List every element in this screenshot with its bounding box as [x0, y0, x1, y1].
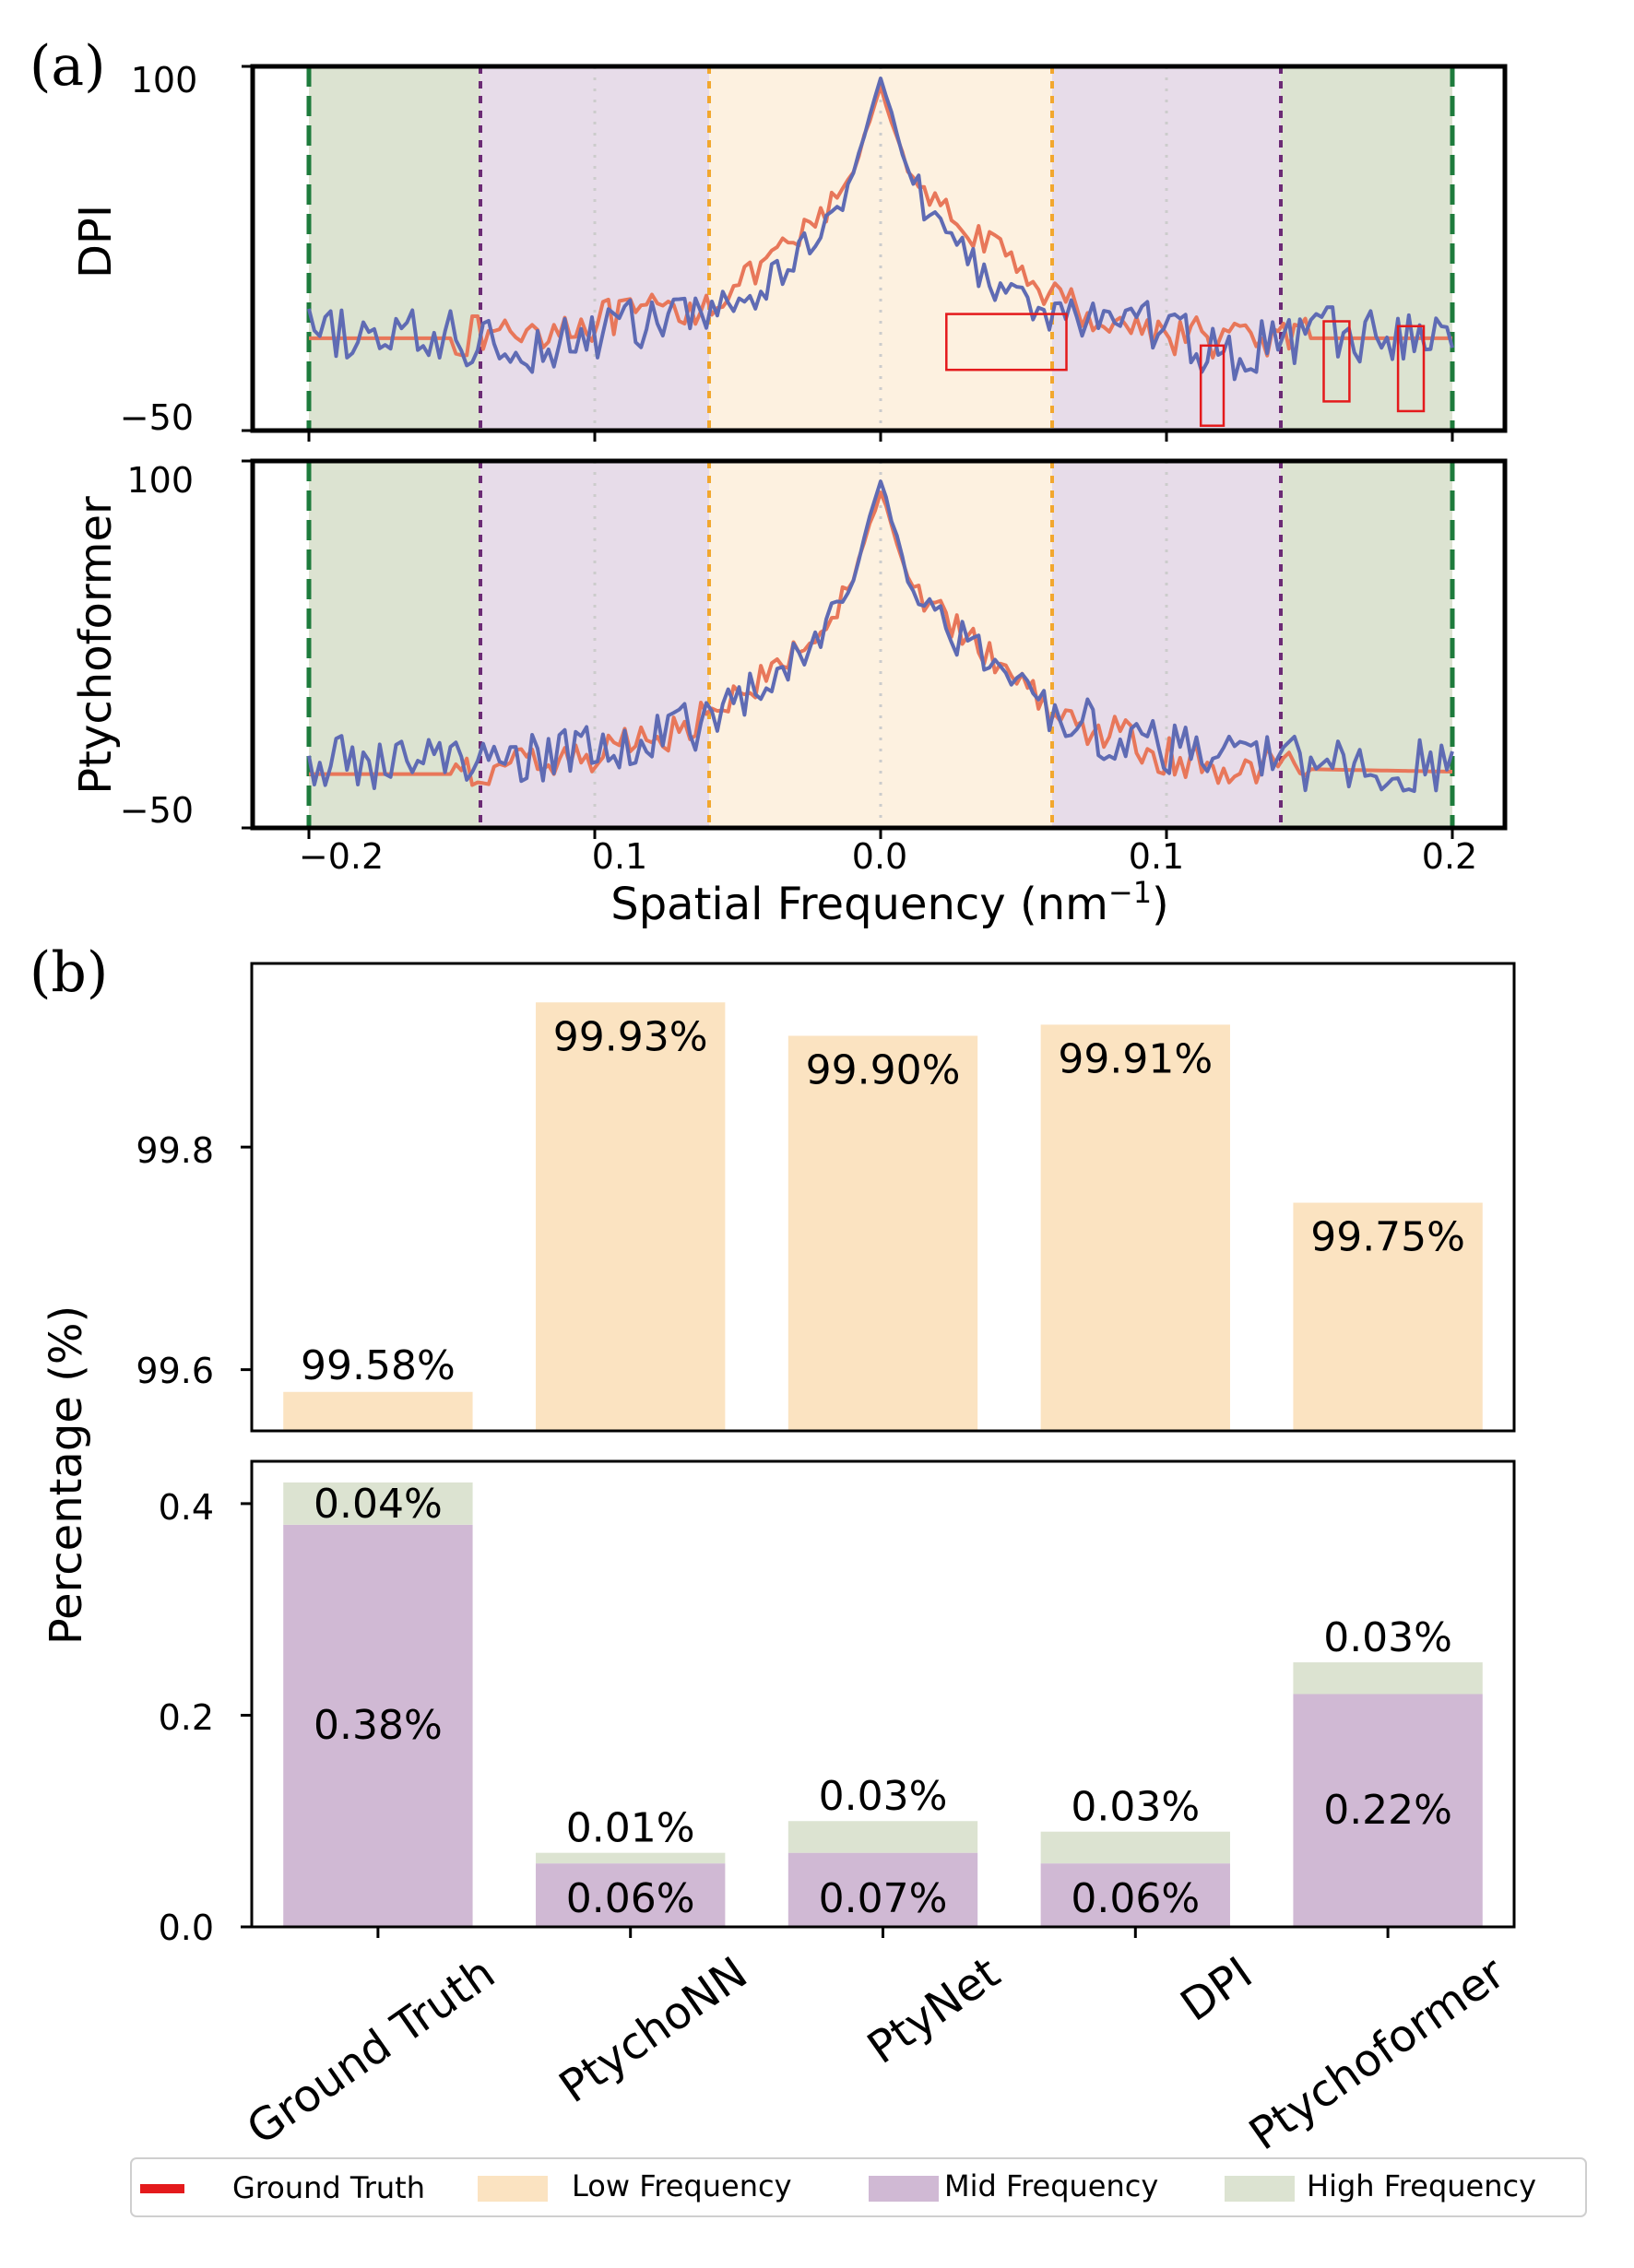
legend-low-frequency-swatch	[478, 2176, 548, 2202]
bar-label-low-ground-truth: 99.58%	[301, 1342, 456, 1389]
bar-label-low-ptychonn: 99.93%	[553, 1013, 708, 1060]
bar-low-ptychonn	[536, 1002, 726, 1431]
band-high-left	[309, 66, 480, 431]
bar-label-high-ptynet: 0.03%	[819, 1773, 948, 1820]
bar-high-ptychonn	[536, 1852, 726, 1864]
legend-ground-truth-label: Ground Truth	[232, 2170, 425, 2205]
bar-low-ptynet	[787, 1035, 978, 1431]
bar-high-dpi	[1040, 1831, 1230, 1864]
a-bot-ytick-minus50: −50	[120, 790, 194, 831]
bar-label-mid-ptynet: 0.07%	[819, 1875, 948, 1922]
a-xlabel-main: Spatial Frequency (nm	[610, 879, 1108, 930]
bar-label-low-dpi: 99.91%	[1058, 1035, 1213, 1082]
series-line-ground-truth	[309, 84, 1452, 360]
series-line-ptychoformer	[307, 479, 1454, 794]
panel-b-label: (b)	[30, 940, 108, 1005]
bar-plot-mid-high-frequency: 0.38% 0.04% 0.06% 0.01% 0.07% 0.03% 0.06% 0.03%…	[241, 1459, 1516, 1938]
bar-plot-low-frequency: 99.58% 99.93% 99.90% 99.91% 99.75%	[241, 962, 1516, 1433]
bar-low-ptychoformer	[1293, 1202, 1483, 1431]
a-bot-ytick-100: 100	[126, 460, 194, 501]
axes-frame-top	[250, 962, 1516, 1433]
bar-mid-ptynet	[787, 1852, 978, 1927]
b-bot-ytick-00: 0.0	[159, 1908, 214, 1948]
bar-label-high-dpi: 0.03%	[1071, 1784, 1200, 1831]
highlight-box-3	[1396, 325, 1426, 413]
legend: Ground Truth Low Frequency Mid Frequency…	[130, 2157, 1587, 2217]
legend-low-frequency-label: Low Frequency	[572, 2168, 792, 2203]
bar-high-ground-truth	[283, 1482, 473, 1525]
bar-category-labels: Ground Truth PtychoNN PtyNet DPIPtychoforme…	[238, 1947, 1514, 2161]
a-xtick-neg01: 0.1	[592, 836, 647, 877]
bar-high-ptynet	[787, 1821, 978, 1853]
category-label-ground-truth: Ground Truth	[238, 1947, 504, 2156]
band-low	[709, 461, 1052, 828]
band-low	[709, 66, 1052, 431]
spectrum-plot-dpi	[242, 64, 1508, 442]
a-xtick-02: 0.2	[1422, 836, 1477, 877]
bar-mid-ptychoformer	[1293, 1694, 1483, 1927]
series-line-dpi	[307, 77, 1454, 382]
a-xtick-00: 0.0	[852, 836, 907, 877]
legend-frame	[130, 2157, 1587, 2217]
highlight-box-2	[1322, 320, 1351, 403]
a-bot-ylabel: Ptychoformer	[70, 496, 122, 795]
band-mid-right	[1052, 66, 1281, 431]
b-bot-ytick-04: 0.4	[159, 1487, 214, 1528]
a-top-ylabel: DPI	[70, 205, 122, 278]
a-xtick-neg02: −0.2	[299, 836, 384, 877]
b-bot-ytick-02: 0.2	[159, 1697, 214, 1738]
highlight-box-1	[1199, 344, 1226, 427]
bar-label-low-ptynet: 99.90%	[806, 1046, 961, 1093]
axes-frame	[250, 458, 1508, 831]
axes-frame	[250, 64, 1508, 433]
panel-a-label: (a)	[30, 34, 106, 99]
category-label-ptychoformer: Ptychoformer	[1240, 1947, 1514, 2161]
a-top-ytick-minus50: −50	[120, 397, 194, 438]
a-xlabel: Spatial Frequency (nm−1)	[610, 875, 1169, 930]
b-top-ytick-996: 99.6	[136, 1351, 214, 1391]
bar-high-ptychoformer	[1293, 1662, 1483, 1695]
b-top-ytick-998: 99.8	[136, 1130, 214, 1171]
bar-label-mid-ptychonn: 0.06%	[566, 1875, 695, 1922]
spectrum-plot-ptychoformer	[242, 458, 1508, 839]
b-ylabel: Percentage (%)	[41, 1305, 92, 1645]
legend-ground-truth-swatch	[140, 2184, 184, 2193]
legend-high-frequency-swatch	[1225, 2176, 1295, 2202]
bar-label-high-ptychonn: 0.01%	[566, 1805, 695, 1852]
bar-mid-ground-truth	[283, 1524, 473, 1927]
legend-high-frequency-label: High Frequency	[1307, 2168, 1536, 2203]
bar-mid-dpi	[1040, 1863, 1230, 1927]
category-label-ptychonn: PtychoNN	[551, 1947, 757, 2113]
bar-label-mid-ground-truth: 0.38%	[314, 1702, 443, 1749]
legend-mid-frequency-label: Mid Frequency	[944, 2168, 1158, 2203]
a-xlabel-end: )	[1152, 879, 1169, 930]
bar-label-high-ptychoformer: 0.03%	[1323, 1614, 1452, 1661]
bar-low-ground-truth	[283, 1391, 473, 1431]
band-high-right	[1281, 66, 1452, 431]
legend-mid-frequency-swatch	[869, 2176, 939, 2202]
bar-mid-ptychonn	[536, 1863, 726, 1927]
category-label-dpi: DPI	[1171, 1947, 1261, 2032]
band-high-left	[309, 461, 480, 828]
bar-label-high-ground-truth: 0.04%	[314, 1481, 443, 1528]
bar-low-dpi	[1040, 1024, 1230, 1431]
highlight-box-0	[945, 313, 1068, 372]
bar-label-low-ptychoformer: 99.75%	[1310, 1214, 1465, 1261]
bar-label-mid-ptychoformer: 0.22%	[1323, 1787, 1452, 1834]
bar-label-mid-dpi: 0.06%	[1071, 1875, 1200, 1922]
a-xtick-01: 0.1	[1129, 836, 1184, 877]
axes-frame-bottom	[250, 1459, 1516, 1929]
category-label-ptynet: PtyNet	[858, 1947, 1010, 2074]
a-top-ytick-100: 100	[131, 60, 198, 100]
band-mid-left	[480, 66, 709, 431]
a-xlabel-sup: −1	[1108, 875, 1152, 910]
